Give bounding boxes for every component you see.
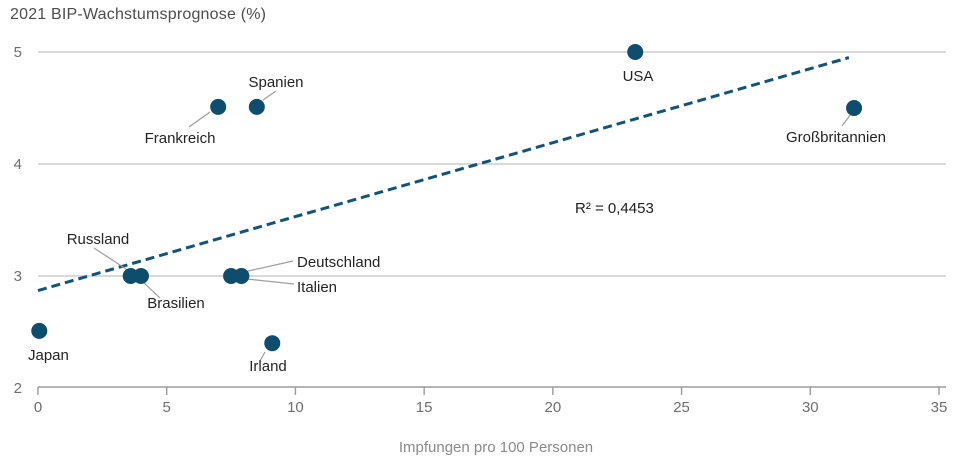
label-leader-line	[259, 351, 266, 362]
x-tick-label: 30	[802, 399, 819, 416]
data-point	[132, 268, 149, 284]
r-squared-annotation: R² = 0,4453	[575, 200, 654, 217]
x-tick-label: 20	[545, 399, 562, 416]
point-label: Brasilien	[147, 295, 205, 312]
data-point	[846, 100, 863, 116]
label-leader-line	[93, 247, 127, 270]
data-point	[31, 322, 48, 339]
chart-title: 2021 BIP-Wachstumsprognose (%)	[10, 6, 267, 23]
point-label: Italien	[297, 279, 337, 296]
point-label: Frankreich	[145, 130, 216, 147]
label-leader-line	[246, 278, 295, 285]
point-label: Irland	[249, 358, 287, 375]
label-leader-line	[841, 113, 852, 127]
y-tick-label: 3	[14, 268, 22, 285]
x-axis-title: Impfungen pro 100 Personen	[398, 439, 594, 456]
x-tick-label: 25	[673, 399, 690, 416]
y-tick-label: 5	[14, 44, 22, 61]
data-point	[248, 98, 265, 115]
data-point	[627, 44, 644, 60]
trend-line	[37, 56, 850, 293]
x-tick-label: 5	[163, 399, 171, 416]
label-leader-line	[243, 260, 294, 273]
point-label: USA	[623, 68, 654, 85]
label-leader-line	[142, 281, 161, 299]
point-label: Russland	[67, 231, 130, 248]
y-tick-label: 4	[14, 156, 22, 173]
x-tick-label: 0	[34, 399, 42, 416]
point-label: Japan	[28, 347, 69, 364]
x-tick-label: 15	[416, 399, 433, 416]
y-tick-label: 2	[14, 380, 22, 397]
point-label: Spanien	[248, 74, 303, 91]
point-label: Deutschland	[297, 254, 380, 271]
data-point	[233, 268, 250, 284]
label-leader-line	[188, 111, 211, 128]
x-tick-label: 10	[287, 399, 304, 416]
data-point	[210, 98, 227, 115]
x-tick-label: 35	[931, 399, 948, 416]
data-point	[264, 335, 281, 352]
point-label: Großbritannien	[786, 129, 886, 146]
label-leader-line	[262, 90, 277, 101]
